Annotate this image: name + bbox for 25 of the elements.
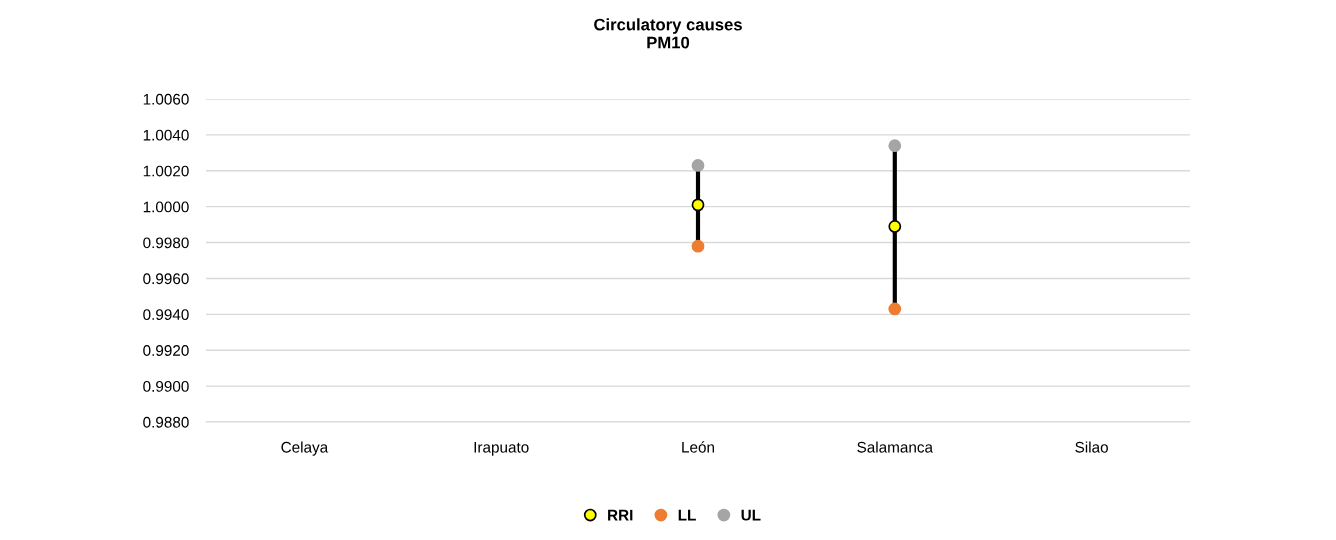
y-tick-label: 0.9920	[143, 345, 189, 356]
x-tick-label: Salamanca	[857, 441, 934, 453]
point	[691, 239, 705, 253]
y-tick-label: 1.0040	[143, 129, 189, 141]
y-tick-label: 0.9980	[143, 237, 189, 249]
y-tick-label: 0.9940	[143, 309, 189, 321]
point	[691, 159, 705, 172]
legend-label: UL	[741, 509, 761, 521]
point	[888, 302, 902, 316]
legend-label: LL	[678, 509, 696, 521]
y-tick-label: 1.0000	[143, 201, 189, 213]
y-tick-label: 0.9900	[143, 380, 189, 392]
x-tick-label: León	[682, 441, 714, 453]
y-tick-label: 1.0020	[143, 165, 189, 177]
point	[888, 139, 902, 153]
chart-title: Circulatory causes PM10	[594, 18, 742, 49]
y-tick-label: 0.9960	[143, 273, 189, 285]
point	[691, 198, 705, 212]
y-tick-label: 0.9880	[143, 416, 189, 428]
legend-label: RRI	[608, 509, 633, 521]
x-tick-label: Silao	[1075, 441, 1108, 453]
x-tick-label: Irapuato	[474, 442, 529, 456]
point	[888, 220, 902, 233]
x-tick-label: Celaya	[281, 441, 329, 456]
y-tick-label: 1.0060	[143, 93, 189, 105]
